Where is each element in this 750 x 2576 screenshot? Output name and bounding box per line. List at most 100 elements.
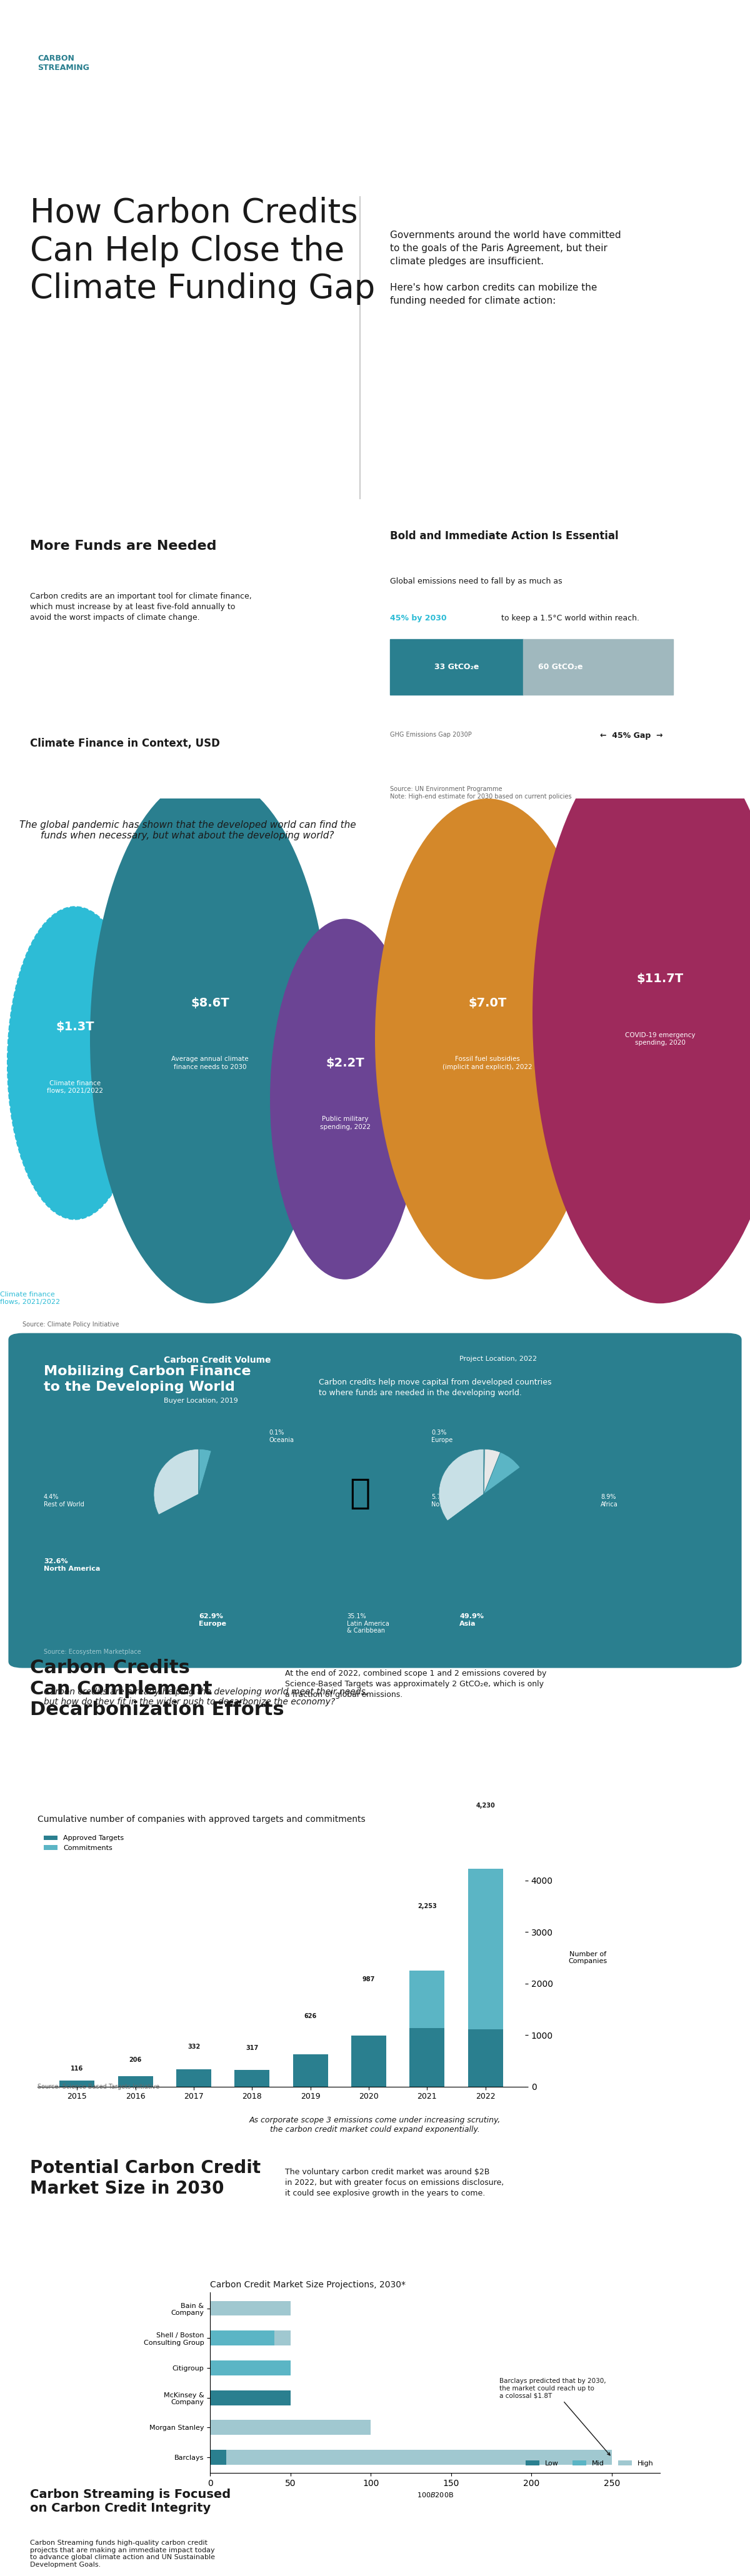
- Text: 206: 206: [129, 2056, 142, 2063]
- Bar: [210, 2300, 290, 2316]
- Text: 🌍: 🌍: [350, 1476, 370, 1512]
- Wedge shape: [484, 1453, 520, 1494]
- Text: Learn more at CARBONSTREAMING.COM: Learn more at CARBONSTREAMING.COM: [277, 2553, 473, 2561]
- Text: $11.7T: $11.7T: [637, 974, 683, 984]
- Wedge shape: [448, 1468, 529, 1538]
- Bar: [293, 2053, 328, 2087]
- Text: 116: 116: [70, 2066, 83, 2071]
- X-axis label: $100B         $200B: $100B $200B: [416, 2491, 454, 2499]
- Wedge shape: [199, 1450, 212, 1494]
- Text: Global emissions need to fall by as much as: Global emissions need to fall by as much…: [390, 577, 562, 585]
- Ellipse shape: [270, 920, 420, 1280]
- Text: Project Location, 2022: Project Location, 2022: [460, 1355, 537, 1363]
- Text: to keep a 1.5°C world within reach.: to keep a 1.5°C world within reach.: [499, 613, 639, 623]
- Text: ←  45% Gap  →: ← 45% Gap →: [600, 732, 663, 739]
- Text: Climate Finance in Context, USD: Climate Finance in Context, USD: [30, 737, 220, 750]
- Text: Climate finance
flows, 2021/2022: Climate finance flows, 2021/2022: [0, 1291, 60, 1306]
- Bar: [210, 2331, 290, 2347]
- Bar: [390, 639, 523, 696]
- FancyBboxPatch shape: [8, 1334, 742, 1669]
- Text: Carbon Streaming is Focused
on Carbon Credit Integrity: Carbon Streaming is Focused on Carbon Cr…: [30, 2488, 231, 2514]
- Legend: Approved Targets, Commitments: Approved Targets, Commitments: [41, 1832, 127, 1855]
- Text: Source: Climate Policy Initiative: Source: Climate Policy Initiative: [22, 1321, 119, 1327]
- Text: The voluntary carbon credit market was around $2B
in 2022, but with greater focu: The voluntary carbon credit market was a…: [285, 2166, 504, 2197]
- Text: 332: 332: [188, 2043, 200, 2050]
- Text: As corporate scope 3 emissions come under increasing scrutiny,
the carbon credit: As corporate scope 3 emissions come unde…: [249, 2117, 501, 2133]
- Text: Public military
spending, 2022: Public military spending, 2022: [320, 1115, 370, 1131]
- Text: 987: 987: [362, 1976, 375, 1984]
- Bar: [210, 2450, 612, 2465]
- Bar: [210, 2391, 290, 2406]
- Text: The global pandemic has shown that the developed world can find the
funds when n: The global pandemic has shown that the d…: [20, 819, 356, 840]
- Bar: [210, 2360, 290, 2375]
- Wedge shape: [159, 1450, 244, 1538]
- Bar: [210, 2391, 290, 2406]
- Text: Source: Ecosystem Marketplace: Source: Ecosystem Marketplace: [44, 1649, 141, 1656]
- Ellipse shape: [90, 775, 330, 1303]
- Text: Fossil fuel subsidies
(implicit and explicit), 2022: Fossil fuel subsidies (implicit and expl…: [442, 1056, 532, 1069]
- Bar: [235, 2071, 269, 2087]
- Bar: [468, 1868, 502, 2030]
- Text: Mobilizing Carbon Finance
to the Developing World: Mobilizing Carbon Finance to the Develop…: [44, 1365, 251, 1394]
- Text: 49.9%
Asia: 49.9% Asia: [460, 1613, 484, 1625]
- Text: Source: Science-Based Targets Initiative: Source: Science-Based Targets Initiative: [38, 2084, 160, 2089]
- Text: 62.9%
Europe: 62.9% Europe: [199, 1613, 226, 1625]
- Text: More Funds are Needed: More Funds are Needed: [30, 541, 217, 551]
- Text: CARBON
STREAMING: CARBON STREAMING: [38, 54, 89, 72]
- Bar: [410, 1971, 445, 2027]
- Text: 2,253: 2,253: [418, 1904, 436, 1909]
- Text: 0.1%
Oceania: 0.1% Oceania: [269, 1430, 294, 1443]
- Ellipse shape: [532, 726, 750, 1303]
- Text: Cumulative number of companies with approved targets and commitments: Cumulative number of companies with appr…: [38, 1816, 365, 1824]
- Text: Buyer Location, 2019: Buyer Location, 2019: [164, 1396, 238, 1404]
- Text: How Carbon Credits
Can Help Close the
Climate Funding Gap: How Carbon Credits Can Help Close the Cl…: [30, 198, 375, 304]
- Legend: Low, Mid, High: Low, Mid, High: [523, 2458, 656, 2470]
- Wedge shape: [484, 1450, 500, 1494]
- Text: Carbon Credit Market Size Projections, 2030*: Carbon Credit Market Size Projections, 2…: [210, 2280, 406, 2290]
- Text: $2.2T: $2.2T: [326, 1056, 364, 1069]
- Text: COVID-19 emergency
spending, 2020: COVID-19 emergency spending, 2020: [625, 1033, 695, 1046]
- Bar: [410, 2027, 445, 2087]
- Text: Potential Carbon Credit
Market Size in 2030: Potential Carbon Credit Market Size in 2…: [30, 2159, 261, 2197]
- Bar: [210, 2450, 226, 2465]
- Wedge shape: [154, 1450, 199, 1515]
- Ellipse shape: [375, 799, 600, 1280]
- Bar: [210, 2360, 290, 2375]
- Text: At the end of 2022, combined scope 1 and 2 emissions covered by
Science-Based Ta: At the end of 2022, combined scope 1 and…: [285, 1669, 547, 1698]
- Y-axis label: Number of
Companies: Number of Companies: [568, 1950, 608, 1965]
- Text: Carbon Streaming funds high-quality carbon credit
projects that are making an im: Carbon Streaming funds high-quality carb…: [30, 2540, 215, 2568]
- Text: 5.7%
North America: 5.7% North America: [431, 1494, 476, 1507]
- Ellipse shape: [8, 907, 142, 1218]
- Bar: [523, 639, 673, 696]
- Text: Carbon credits are already helping the developing world meet their needs,
but ho: Carbon credits are already helping the d…: [44, 1687, 368, 1705]
- Bar: [60, 2081, 94, 2087]
- Text: Source: UN Environment Programme
Note: High-end estimate for 2030 based on curre: Source: UN Environment Programme Note: H…: [390, 786, 572, 799]
- Text: Climate finance
flows, 2021/2022: Climate finance flows, 2021/2022: [46, 1079, 104, 1095]
- Text: $7.0T: $7.0T: [468, 997, 507, 1010]
- Bar: [351, 2035, 386, 2087]
- Text: 317: 317: [246, 2045, 259, 2050]
- Text: 45% by 2030: 45% by 2030: [390, 613, 447, 623]
- Bar: [210, 2419, 370, 2434]
- Text: 626: 626: [304, 2014, 316, 2020]
- Text: 33 GtCO₂e: 33 GtCO₂e: [434, 662, 478, 670]
- Text: 0.3%
Europe: 0.3% Europe: [431, 1430, 453, 1443]
- Bar: [118, 2076, 153, 2087]
- Bar: [468, 2030, 502, 2087]
- Bar: [176, 2069, 212, 2087]
- Text: Carbon Credit Volume: Carbon Credit Volume: [164, 1355, 271, 1365]
- Text: 4,230: 4,230: [476, 1803, 495, 1808]
- Text: 35.1%
Latin America
& Caribbean: 35.1% Latin America & Caribbean: [346, 1613, 389, 1633]
- Text: 4.4%
Rest of World: 4.4% Rest of World: [44, 1494, 84, 1507]
- Text: Barclays predicted that by 2030,
the market could reach up to
a colossal $1.8T: Barclays predicted that by 2030, the mar…: [500, 2378, 610, 2455]
- Wedge shape: [439, 1450, 484, 1520]
- Text: Governments around the world have committed
to the goals of the Paris Agreement,: Governments around the world have commit…: [390, 232, 621, 307]
- Bar: [210, 2331, 274, 2347]
- Text: $1.3T: $1.3T: [56, 1020, 94, 1033]
- Text: Carbon credits are an important tool for climate finance,
which must increase by: Carbon credits are an important tool for…: [30, 592, 252, 621]
- Text: Carbon credits help move capital from developed countries
to where funds are nee: Carbon credits help move capital from de…: [319, 1378, 551, 1396]
- Text: Carbon Credits
Can Complement
Decarbonization Efforts: Carbon Credits Can Complement Decarboniz…: [30, 1659, 284, 1718]
- Text: $8.6T: $8.6T: [190, 997, 230, 1010]
- Text: 60 GtCO₂e: 60 GtCO₂e: [538, 662, 583, 670]
- Text: Bold and Immediate Action Is Essential: Bold and Immediate Action Is Essential: [390, 531, 619, 541]
